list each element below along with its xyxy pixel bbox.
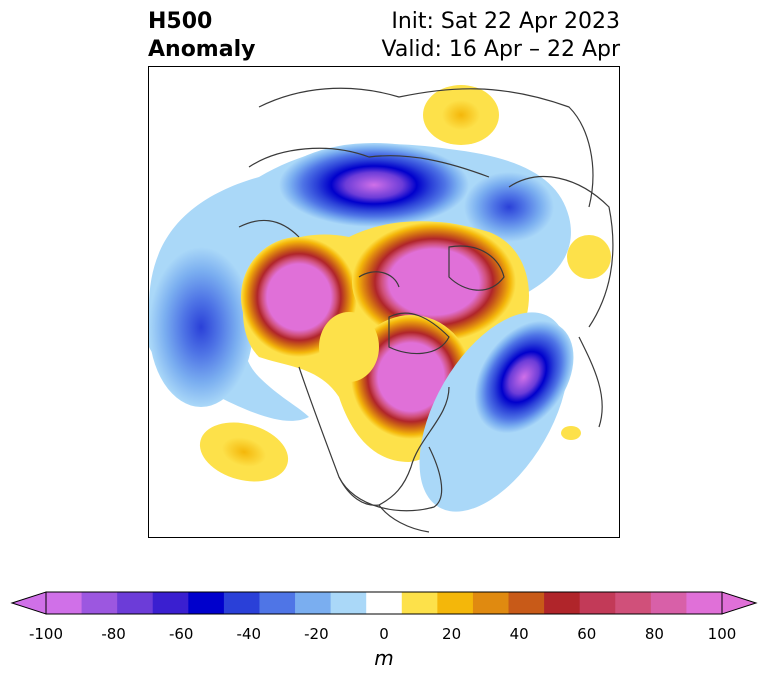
map-dates: Init: Sat 22 Apr 2023 Valid: 16 Apr – 22… [382, 8, 621, 64]
colorbar-tick-label: 60 [577, 625, 597, 643]
colorbar-cell [615, 592, 652, 614]
colorbar-cell [117, 592, 154, 614]
neg-anomaly-eurasia-east [464, 172, 554, 242]
pos-anomaly-pacific [199, 422, 289, 482]
colorbar-cell [366, 592, 403, 614]
colorbar-cell [472, 592, 510, 614]
pos-anomaly-small [561, 426, 581, 440]
colorbar-tick-label: -100 [28, 625, 64, 643]
colorbar-cell [188, 592, 225, 614]
colorbar-cell [81, 592, 118, 614]
init-date: Init: Sat 22 Apr 2023 [391, 9, 620, 34]
colorbar-cell [259, 592, 296, 614]
colorbar-tick-label: 0 [379, 625, 389, 643]
colorbar-cell [686, 592, 723, 614]
colorbar-cell [650, 592, 687, 614]
pos-anomaly-hudson [319, 312, 379, 382]
map-canvas [149, 85, 614, 533]
colorbar-tick-label: 100 [707, 625, 737, 643]
colorbar-tick-label: -80 [101, 625, 126, 643]
colorbar-tick-label: -60 [168, 625, 194, 643]
colorbar-tick-label: 40 [509, 625, 529, 643]
title-type: Anomaly [148, 37, 256, 62]
colorbar [10, 591, 758, 615]
pos-anomaly-europe [567, 235, 611, 279]
colorbar-extend-min [10, 591, 47, 615]
colorbar-cell [508, 592, 545, 614]
neg-anomaly-eurasia [279, 143, 469, 227]
pos-anomaly-siberia [423, 85, 499, 145]
colorbar-cell [330, 592, 367, 614]
coastlines [238, 87, 614, 533]
colorbar-cell [579, 592, 616, 614]
title-variable: H500 [148, 9, 213, 34]
neg-anomaly-pacific [149, 247, 253, 407]
colorbar-cell [544, 592, 581, 614]
pos-anomaly-core-north [352, 222, 516, 342]
colorbar-cell [437, 592, 474, 614]
colorbar-tick-label: 20 [442, 625, 462, 643]
map-title: H500 Anomaly [148, 8, 255, 64]
valid-range: Valid: 16 Apr – 22 Apr [381, 37, 621, 62]
colorbar-cell [223, 592, 260, 614]
colorbar-unit-label: m [374, 646, 394, 670]
colorbar-tick-label: -20 [304, 625, 329, 643]
colorbar-cell [401, 592, 438, 614]
colorbar-tick-label: -40 [236, 625, 262, 643]
colorbar-cell [295, 592, 332, 614]
colorbar-outline [45, 591, 723, 615]
colorbar-extend-max [721, 591, 758, 615]
colorbar-cell [152, 592, 189, 614]
colorbar-cell [46, 592, 83, 614]
anomaly-map [148, 66, 620, 538]
colorbar-tick-label: 80 [644, 625, 664, 643]
neg-anomaly-atlantic [474, 320, 574, 434]
